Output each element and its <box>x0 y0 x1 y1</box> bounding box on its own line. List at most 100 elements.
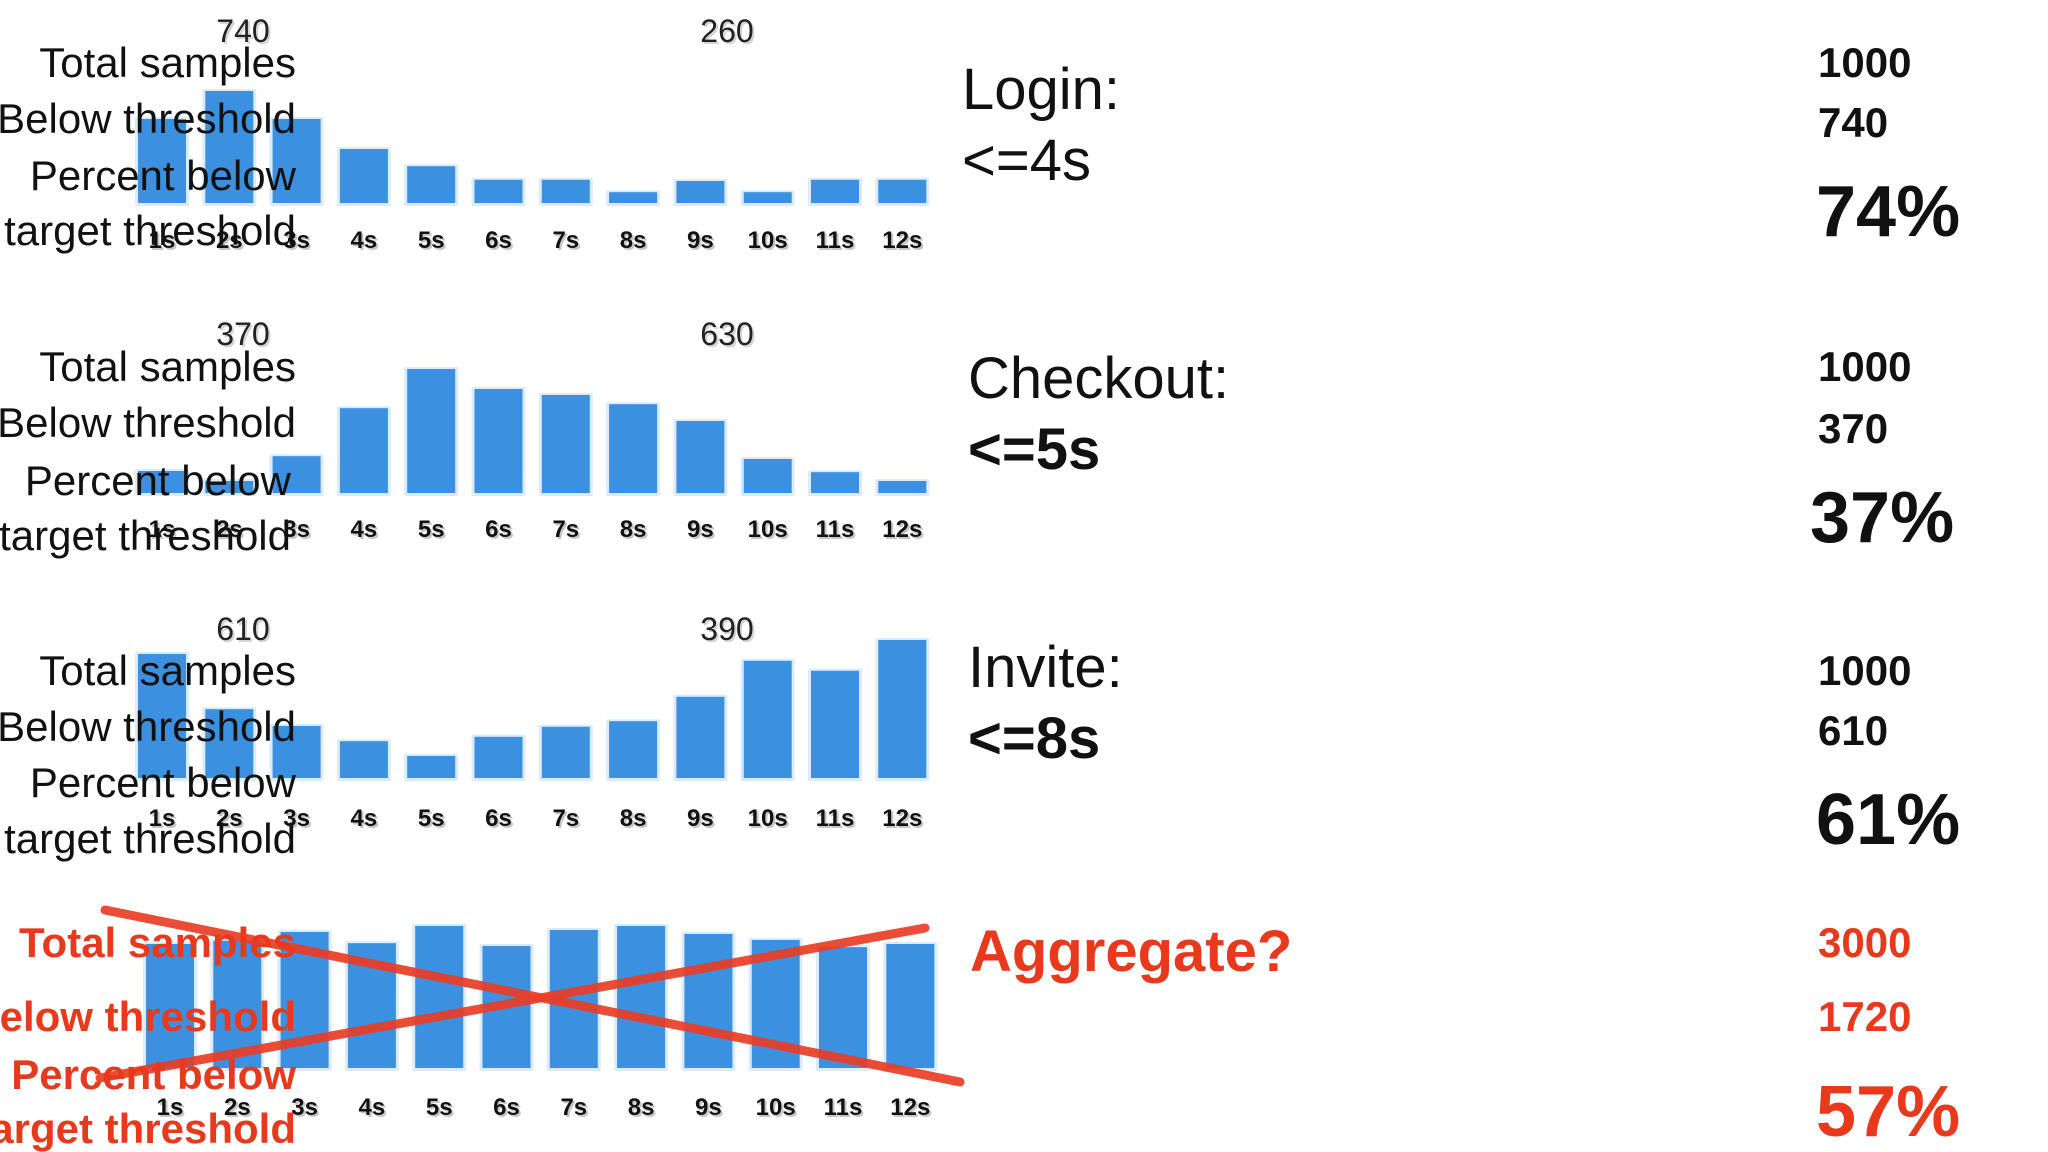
invite-bar-2s <box>205 709 254 778</box>
invite-bar-1s <box>138 654 186 778</box>
login-tick-4s: 4s <box>351 227 378 254</box>
aggregate-cross-line-2 <box>95 923 930 1083</box>
login-count-above: 260 <box>700 13 753 49</box>
login-tick-shadow: 3s <box>285 229 312 256</box>
invite-total-value: 1000 <box>1818 647 1912 694</box>
aggregate-tick-shadow: 5s <box>428 1096 455 1123</box>
login-bar-7s <box>541 179 590 203</box>
login-tick-shadow: 1s <box>151 229 178 256</box>
checkout-bar-8s <box>609 404 658 493</box>
checkout-pct-label-2: target threshold <box>0 512 291 559</box>
checkout-tick-shadow: 5s <box>420 518 447 545</box>
invite-pct-label-1: Percent below <box>29 759 296 806</box>
checkout-bar-11s <box>811 472 859 493</box>
checkout-tick-3s: 3s <box>283 516 310 543</box>
checkout-tick-6s: 6s <box>485 516 512 543</box>
aggregate-tick-9s: 9s <box>695 1094 722 1121</box>
aggregate-tick-shadow: 8s <box>630 1096 657 1123</box>
invite-bar-5s <box>407 756 456 778</box>
aggregate-tick-shadow: 10s <box>758 1096 798 1123</box>
invite-tick-1s: 1s <box>149 805 176 832</box>
invite-bar-8s <box>609 721 658 778</box>
checkout-tick-11s: 11s <box>816 516 855 543</box>
invite-tick-2s: 2s <box>216 805 243 832</box>
aggregate-pct-label-2: target threshold <box>0 1105 296 1152</box>
login-total-label: Total samples <box>39 39 296 86</box>
aggregate-tick-4s: 4s <box>359 1094 386 1121</box>
login-count-below-shadow: 740 <box>218 15 271 51</box>
invite-tick-shadow: 2s <box>218 807 245 834</box>
login-total-value: 1000 <box>1818 39 1912 86</box>
aggregate-bar-1s <box>146 944 194 1068</box>
login-below-value: 740 <box>1818 99 1889 146</box>
login-tick-shadow: 5s <box>420 229 447 256</box>
checkout-tick-shadow: 9s <box>689 518 716 545</box>
checkout-tick-shadow: 4s <box>353 518 380 545</box>
checkout-tick-shadow: 6s <box>487 518 514 545</box>
invite-bar-6s <box>474 736 523 778</box>
aggregate-below-value: 1720 <box>1818 993 1912 1040</box>
aggregate-bar-11s <box>819 947 867 1068</box>
aggregate-bar-5s <box>415 926 464 1068</box>
invite-tick-shadow: 12s <box>884 807 924 834</box>
invite-tick-7s: 7s <box>552 805 579 832</box>
login-tick-shadow: 12s <box>884 229 924 256</box>
login-tick-shadow: 7s <box>554 229 581 256</box>
aggregate-tick-shadow: 6s <box>495 1096 522 1123</box>
checkout-tick-1s: 1s <box>149 516 176 543</box>
aggregate-tick-shadow: 12s <box>892 1096 932 1123</box>
login-tick-shadow: 4s <box>353 229 380 256</box>
login-tick-shadow: 6s <box>487 229 514 256</box>
login-tick-shadow: 11s <box>818 229 857 256</box>
checkout-below-value: 370 <box>1818 405 1889 452</box>
checkout-tick-2s: 2s <box>216 516 243 543</box>
aggregate-tick-6s: 6s <box>493 1094 520 1121</box>
checkout-tick-shadow: 2s <box>218 518 245 545</box>
login-tick-10s: 10s <box>748 227 788 254</box>
login-bar-1s <box>138 119 186 203</box>
invite-below-label: Below threshold <box>0 703 296 750</box>
login-pct-label-2: target threshold <box>4 207 296 254</box>
aggregate-tick-7s: 7s <box>560 1094 587 1121</box>
invite-count-below-shadow: 610 <box>218 613 271 649</box>
invite-threshold: <=8s <box>968 706 1101 771</box>
login-bar-5s <box>407 166 456 203</box>
aggregate-tick-2s: 2s <box>224 1094 251 1121</box>
checkout-tick-9s: 9s <box>687 516 714 543</box>
invite-bar-4s <box>339 741 388 778</box>
invite-tick-8s: 8s <box>620 805 647 832</box>
invite-count-below: 610 <box>216 611 269 647</box>
checkout-tick-shadow: 1s <box>151 518 178 545</box>
aggregate-tick-shadow: 7s <box>562 1096 589 1123</box>
invite-bar-11s <box>811 670 859 778</box>
invite-tick-shadow: 4s <box>353 807 380 834</box>
invite-tick-shadow: 9s <box>689 807 716 834</box>
checkout-threshold: <=5s <box>968 417 1101 482</box>
aggregate-tick-8s: 8s <box>628 1094 655 1121</box>
login-tick-6s: 6s <box>485 227 512 254</box>
login-tick-8s: 8s <box>620 227 647 254</box>
checkout-bar-2s <box>205 481 254 493</box>
checkout-pct-value: 37% <box>1810 478 1955 558</box>
login-bar-9s <box>676 181 725 203</box>
invite-tick-9s: 9s <box>687 805 714 832</box>
invite-tick-4s: 4s <box>351 805 378 832</box>
checkout-tick-shadow: 7s <box>554 518 581 545</box>
login-bar-12s <box>878 179 927 203</box>
invite-tick-6s: 6s <box>485 805 512 832</box>
aggregate-tick-1s: 1s <box>157 1094 184 1121</box>
checkout-tick-shadow: 10s <box>750 518 790 545</box>
invite-bar-12s <box>878 640 927 778</box>
checkout-bar-12s <box>878 481 927 493</box>
login-count-above-shadow: 260 <box>702 15 755 51</box>
invite-bar-3s <box>272 726 321 778</box>
aggregate-bar-8s <box>617 926 666 1068</box>
login-tick-3s: 3s <box>283 227 310 254</box>
aggregate-tick-shadow: 9s <box>697 1096 724 1123</box>
checkout-total-label: Total samples <box>39 343 296 390</box>
aggregate-pct-value: 57% <box>1816 1072 1961 1152</box>
login-tick-12s: 12s <box>882 227 922 254</box>
aggregate-bar-12s <box>886 944 935 1068</box>
